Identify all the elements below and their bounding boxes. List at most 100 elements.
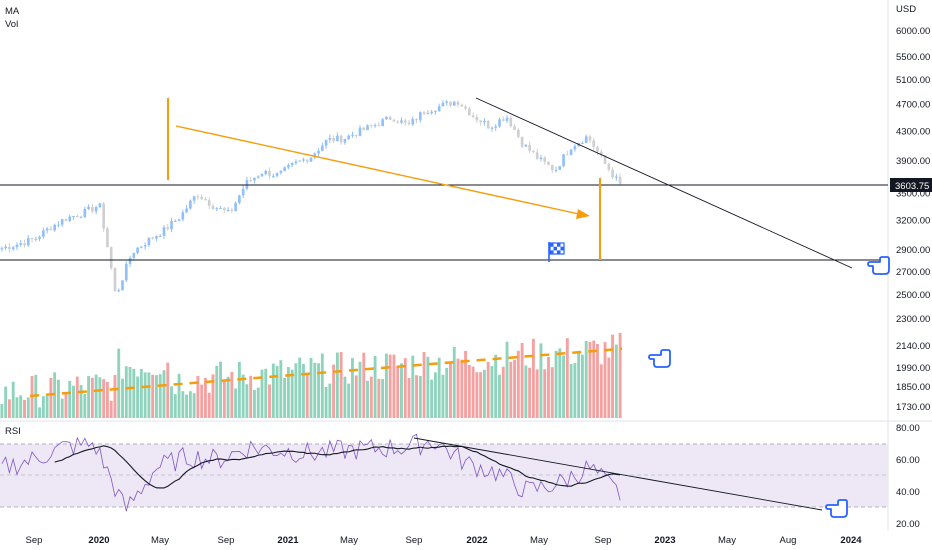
candle-body [366,125,369,131]
volume-bar [490,366,494,418]
volume-bar [102,379,106,418]
rsi-band [0,444,888,507]
candle-body [392,119,396,122]
volume-axis[interactable]: 2300.00 2140.00 1990.00 1850.00 1730.00 [896,314,930,413]
candle-body [226,209,230,211]
volume-bar [486,361,490,418]
vol-legend[interactable]: Vol [5,19,19,30]
volume-bar [128,366,132,418]
candle-body [256,176,260,178]
volume-bar [513,359,516,418]
volume-tick-label: 1730.00 [896,402,930,413]
candle-body [204,199,207,201]
ma-legend[interactable]: MA [5,6,20,17]
volume-bar [456,358,460,418]
time-tick-label: Sep [26,535,43,546]
candle-body [45,228,49,231]
volume-bar [366,380,369,418]
candle-body [464,106,467,109]
rsi-downtrend-line[interactable] [413,437,823,511]
volume-bar [618,332,622,418]
candle-body [275,172,279,176]
candle-body [569,149,573,155]
volume-tick-label: 2140.00 [896,341,930,352]
price-axis[interactable]: 6000.00 5500.00 5100.00 4700.00 4300.00 3900.… [896,26,930,301]
volume-bar [471,366,475,418]
volume-bar [539,343,543,418]
volume-bar [158,374,162,418]
volume-bar [121,378,124,418]
price-downtrend-line[interactable] [475,97,853,269]
volume-bar [222,380,226,418]
candle-body [222,208,226,211]
volume-ma-line [29,347,623,398]
volume-bar [369,376,373,418]
volume-bar [437,357,441,418]
volume-bar [558,348,562,418]
volume-bar [75,376,79,418]
candle-body [287,165,290,168]
volume-bar [388,354,392,418]
pointing-hand-icon [825,499,848,518]
candle-body [618,176,622,184]
candle-body [215,208,219,210]
candle-body [264,170,268,175]
volume-bar [302,363,305,418]
candle-body [249,180,253,182]
volume-bar [38,407,42,418]
candle-body [147,237,151,246]
volume-bar [498,374,501,418]
candle-body [91,206,94,212]
volume-bar [124,366,128,418]
volume-bar [554,350,558,418]
volume-bar [215,365,219,418]
price-tick-label: 3900.00 [896,156,930,167]
time-axis[interactable]: Sep 2020 May Sep 2021 May Sep 2022 May Sep 2023 May… [26,535,863,546]
candle-body [377,125,381,127]
candle-body [19,243,23,245]
candle-body [358,127,362,137]
time-tick-label: May [151,535,169,546]
rsi-legend[interactable]: RSI [5,426,21,437]
volume-bar [584,341,588,418]
candle-body [517,129,520,137]
volume-bar [445,367,449,418]
volume-bar [98,377,102,418]
volume-bar [543,369,547,418]
volume-bar [83,394,87,418]
volume-bar [0,404,4,418]
volume-bar [87,375,91,418]
candle-body [15,244,19,248]
volume-bar [569,364,573,418]
candle-body [460,104,464,107]
volume-bar [7,399,11,418]
candle-body [132,252,136,258]
volume-bar [256,387,260,418]
rsi-axis[interactable]: 80.00 60.00 40.00 20.00 [896,423,920,530]
candle-body [117,290,121,292]
volume-tick-label: 1850.00 [896,382,930,393]
candle-body [83,209,87,218]
volume-tick-label: 2300.00 [896,314,930,325]
volume-bar [207,392,211,418]
volume-bar [494,354,498,418]
candle-body [584,136,588,143]
candle-body [441,102,445,107]
candle-body [102,203,105,229]
candle-body [347,135,351,140]
candle-body [550,164,554,171]
candle-body [173,220,177,222]
candle-body [494,126,498,128]
candle-body [189,200,192,209]
candle-body [38,236,41,239]
candle-body [336,135,339,142]
orange-arrow-line[interactable] [175,125,589,217]
volume-bar [452,346,456,418]
candle-body [11,247,15,250]
candle-body [471,115,475,117]
volume-bar [614,344,618,418]
price-tick-label: 3500.00 [896,189,930,200]
price-tick-label: 2900.00 [896,245,930,256]
rsi-tick-label: 80.00 [896,423,920,434]
